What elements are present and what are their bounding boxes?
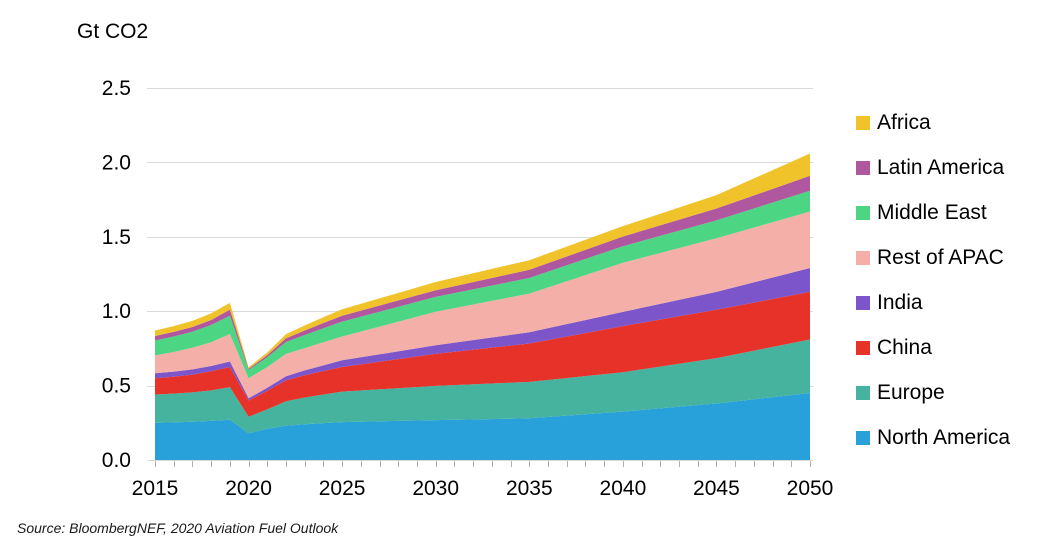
legend-swatch-icon	[856, 251, 870, 265]
legend-item-europe: Europe	[856, 381, 1010, 405]
area-north-america	[155, 393, 810, 460]
x-axis-tick-label: 2040	[600, 477, 647, 500]
x-axis-tick-label: 2045	[693, 477, 740, 500]
y-axis-tick-label: 2.0	[102, 151, 131, 174]
legend-item-china: China	[856, 336, 1010, 360]
area-europe	[155, 339, 810, 434]
x-axis-tick-label: 2050	[787, 477, 834, 500]
legend-item-north-america: North America	[856, 426, 1010, 450]
source-note: Source: BloombergNEF, 2020 Aviation Fuel…	[17, 520, 339, 536]
x-axis-tick-label: 2025	[319, 477, 366, 500]
legend-swatch-icon	[856, 341, 870, 355]
legend-swatch-icon	[856, 206, 870, 220]
y-axis-unit-label: Gt CO2	[77, 20, 149, 43]
legend-swatch-icon	[856, 296, 870, 310]
legend-label: Africa	[877, 111, 931, 134]
legend-item-africa: Africa	[856, 111, 1010, 135]
area-china	[155, 291, 810, 417]
area-india	[155, 268, 810, 401]
legend-swatch-icon	[856, 161, 870, 175]
y-axis-tick-label: 0.5	[102, 375, 131, 398]
legend-item-rest-of-apac: Rest of APAC	[856, 246, 1010, 270]
y-axis-tick-label: 1.5	[102, 226, 131, 249]
legend-label: North America	[877, 426, 1011, 449]
legend-label: India	[877, 291, 923, 314]
legend-item-india: India	[856, 291, 1010, 315]
x-axis-tick-label: 2015	[132, 477, 179, 500]
y-axis-tick-label: 2.5	[102, 77, 131, 100]
legend-item-middle-east: Middle East	[856, 201, 1010, 225]
stacked-area-chart: 0.0 0.5 1.0 1.5 2.0 2.5 2015 2020 2025 2030 2035 20…	[102, 77, 834, 500]
y-axis-tick-label: 0.0	[102, 449, 131, 472]
legend-swatch-icon	[856, 431, 870, 445]
chart-legend: Africa Latin America Middle East Rest of AP…	[856, 111, 1010, 450]
legend-item-latin-america: Latin America	[856, 156, 1010, 180]
area-middle-east	[155, 190, 810, 379]
legend-label: China	[877, 336, 932, 359]
x-axis-tick-label: 2030	[412, 477, 459, 500]
legend-swatch-icon	[856, 386, 870, 400]
legend-label: Middle East	[877, 201, 987, 224]
legend-label: Latin America	[877, 156, 1005, 179]
x-axis-tick-label: 2035	[506, 477, 553, 500]
legend-label: Europe	[877, 381, 945, 404]
x-axis-tick-label: 2020	[225, 477, 272, 500]
legend-swatch-icon	[856, 116, 870, 130]
legend-label: Rest of APAC	[877, 246, 1004, 269]
y-axis-tick-label: 1.0	[102, 300, 131, 323]
area-rest-of-apac	[155, 211, 810, 399]
